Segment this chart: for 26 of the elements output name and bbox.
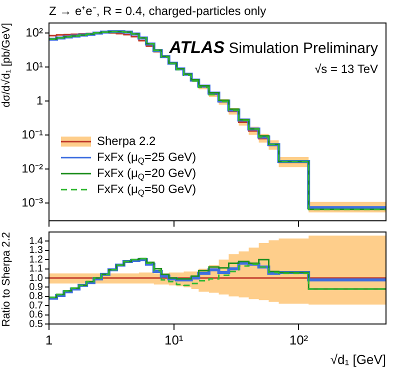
- y-axis-title: Ratio to Sherpa 2.2: [0, 232, 13, 327]
- y-axis-title: dσ/d√d₁ [pb/GeV]: [0, 23, 13, 108]
- chart-title: Z → e⁺e⁻, R = 0.4, charged-particles only: [49, 4, 266, 18]
- y-tick-label: 10¹: [26, 60, 44, 74]
- annotation: √s = 13 TeV: [314, 62, 378, 76]
- y-tick-label: 10²: [26, 26, 44, 40]
- y-tick-label: 1.1: [29, 264, 44, 275]
- x-tick-label: 1: [45, 332, 53, 348]
- x-tick-label: 10¹: [164, 332, 184, 348]
- y-tick-label: 0.7: [29, 300, 44, 312]
- y-tick-label: 1: [36, 93, 44, 108]
- x-tick-label: 10²: [289, 332, 309, 348]
- y-tick-label: 10⁻¹: [22, 127, 44, 142]
- annotation: ATLAS Simulation Preliminary: [168, 38, 378, 57]
- y-tick-label: 0.9: [29, 282, 44, 293]
- y-tick-label: 0.5: [29, 318, 44, 330]
- y-tick-label: 1.2: [29, 254, 44, 266]
- y-tick-label: 1.4: [29, 236, 44, 247]
- y-tick-label: 10⁻²: [22, 161, 44, 176]
- y-tick-label: 0.8: [29, 291, 44, 302]
- y-tick-label: 10⁻³: [22, 195, 44, 210]
- legend-label: Sherpa 2.2: [97, 134, 156, 148]
- y-tick-label: 1.3: [29, 245, 44, 256]
- y-tick-label: 1.0: [29, 272, 44, 284]
- y-tick-label: 0.6: [29, 310, 44, 321]
- x-axis-title: √d₁ [GeV]: [330, 352, 386, 367]
